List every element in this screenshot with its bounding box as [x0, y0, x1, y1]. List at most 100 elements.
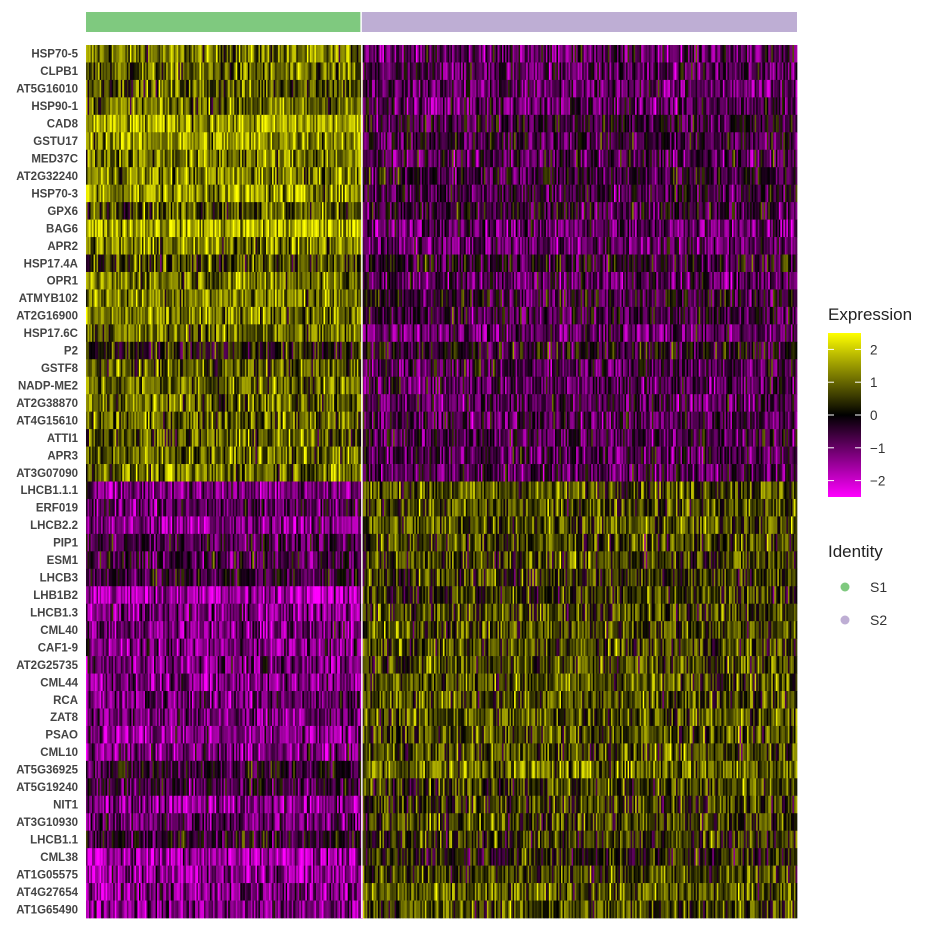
heatmap-cell	[302, 167, 305, 186]
heatmap-cell	[515, 45, 518, 63]
heatmap-cell	[213, 132, 215, 151]
heatmap-cell	[686, 132, 689, 151]
heatmap-cell	[380, 132, 383, 151]
heatmap-cell	[90, 149, 93, 168]
heatmap-cell	[113, 132, 116, 151]
heatmap-cell	[698, 132, 701, 151]
heatmap-cell	[616, 167, 619, 186]
heatmap-cell	[308, 149, 311, 168]
heatmap-cell	[355, 114, 358, 133]
heatmap-cell	[526, 62, 529, 81]
heatmap-cell	[188, 167, 191, 186]
heatmap-cell	[639, 79, 642, 98]
heatmap-cell	[281, 114, 284, 133]
heatmap-cell	[278, 149, 280, 168]
heatmap-cell	[393, 97, 395, 116]
heatmap-cell	[426, 149, 429, 168]
heatmap-cell	[668, 97, 671, 116]
heatmap-cell	[515, 114, 518, 133]
heatmap-cell	[276, 184, 279, 203]
heatmap-cell	[712, 132, 715, 151]
heatmap-cell	[326, 149, 329, 168]
heatmap-cell	[356, 97, 359, 116]
heatmap-cell	[140, 114, 143, 133]
heatmap-cell	[134, 97, 137, 116]
heatmap-cell	[87, 149, 90, 168]
heatmap-cell	[633, 79, 636, 98]
heatmap-cell	[486, 167, 489, 186]
heatmap-cell	[632, 132, 634, 151]
heatmap-cell	[231, 97, 234, 116]
heatmap-cell	[132, 149, 135, 168]
heatmap-cell	[393, 132, 395, 151]
heatmap-cell	[390, 114, 392, 133]
heatmap-cell	[615, 45, 618, 63]
heatmap-cell	[138, 97, 141, 116]
heatmap-cell	[784, 79, 787, 98]
heatmap-cell	[465, 114, 468, 133]
heatmap-cell	[730, 149, 733, 168]
heatmap-cell	[650, 79, 653, 98]
heatmap-cell	[240, 97, 243, 116]
heatmap-cell	[270, 62, 273, 81]
heatmap-cell	[686, 114, 689, 133]
heatmap-cell	[323, 79, 326, 98]
heatmap-cell	[698, 97, 701, 116]
heatmap-cell	[235, 184, 238, 203]
heatmap-cell	[284, 45, 287, 63]
heatmap-cell	[420, 184, 423, 203]
heatmap-cell	[231, 132, 234, 151]
heatmap-cell	[158, 62, 161, 81]
heatmap-cell	[548, 114, 551, 133]
heatmap-cell	[99, 132, 102, 151]
heatmap-cell	[143, 97, 146, 116]
heatmap-cell	[568, 79, 571, 98]
heatmap-cell	[228, 62, 231, 81]
heatmap-cell	[491, 45, 494, 63]
heatmap-cell	[377, 62, 380, 81]
heatmap-cell	[405, 97, 408, 116]
heatmap-cell	[338, 167, 341, 186]
heatmap-cell	[606, 79, 609, 98]
heatmap-cell	[662, 97, 665, 116]
heatmap-cell	[214, 132, 217, 151]
heatmap-cell	[577, 62, 580, 81]
heatmap-cell	[296, 132, 299, 151]
heatmap-cell	[541, 45, 544, 63]
heatmap-cell	[350, 79, 353, 98]
heatmap-cell	[505, 62, 507, 81]
heatmap-cell	[453, 167, 456, 186]
heatmap-cell	[235, 132, 238, 151]
heatmap-cell	[781, 114, 784, 133]
heatmap-cell	[565, 45, 568, 63]
heatmap-cell	[668, 132, 671, 151]
heatmap-cell	[237, 149, 240, 168]
heatmap-cell	[196, 149, 199, 168]
heatmap-cell	[621, 97, 624, 116]
heatmap-cell	[114, 132, 117, 151]
heatmap-cell	[452, 149, 454, 168]
heatmap-cell	[547, 97, 550, 116]
heatmap-cell	[326, 79, 329, 98]
heatmap-cell	[288, 97, 291, 116]
heatmap-cell	[600, 167, 603, 186]
heatmap-cell	[523, 114, 526, 133]
heatmap-cell	[253, 97, 256, 116]
heatmap-cell	[258, 79, 261, 98]
heatmap-cell	[745, 45, 748, 63]
heatmap-cell	[160, 79, 162, 98]
heatmap-cell	[105, 79, 108, 98]
heatmap-cell	[300, 97, 303, 116]
heatmap-cell	[343, 184, 346, 203]
heatmap-cell	[458, 114, 460, 133]
heatmap-cell	[291, 184, 294, 203]
heatmap-cell	[137, 45, 140, 63]
heatmap-cell	[458, 45, 460, 63]
heatmap-cell	[405, 62, 408, 81]
heatmap-cell	[594, 114, 597, 133]
heatmap-cell	[373, 79, 376, 98]
heatmap-cell	[249, 167, 252, 186]
heatmap-cell	[222, 149, 225, 168]
heatmap-cell	[704, 97, 707, 116]
heatmap-cell	[497, 79, 500, 98]
